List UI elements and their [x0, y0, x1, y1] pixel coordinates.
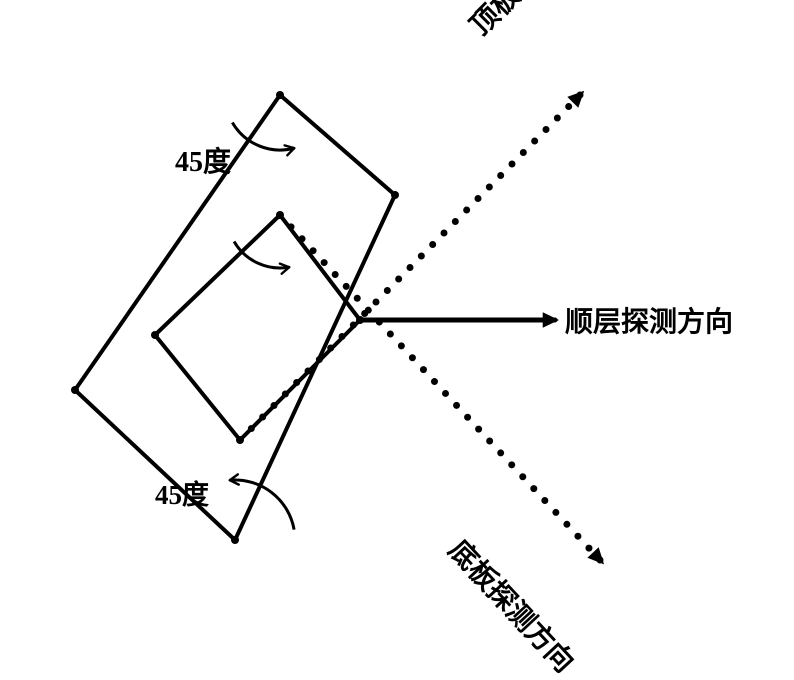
angle-label-bottom: 45度: [155, 473, 209, 512]
angle-label-top: 45度: [175, 140, 231, 180]
horizontal-direction-label: 顺层探测方向: [565, 300, 733, 340]
